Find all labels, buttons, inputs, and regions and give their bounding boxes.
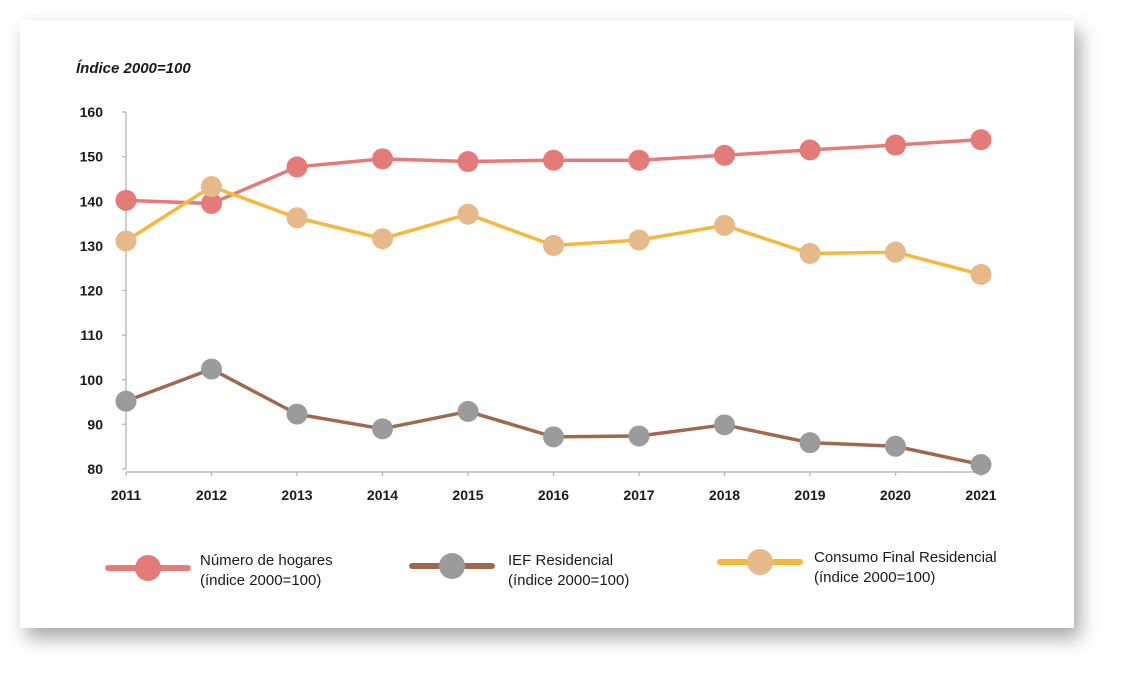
data-point-ief: [372, 418, 393, 440]
x-tick-label: 2021: [965, 487, 996, 503]
x-tick-label: 2012: [196, 487, 227, 503]
data-point-hogares: [628, 149, 650, 171]
data-point-ief: [970, 454, 992, 476]
data-point-consumo: [970, 263, 992, 285]
data-point-hogares: [201, 192, 222, 214]
data-point-ief: [201, 358, 222, 380]
data-point-ief: [714, 414, 735, 436]
x-tick-label: 2013: [281, 487, 312, 503]
y-tick-label: 160: [80, 104, 104, 120]
x-tick-label: 2016: [538, 487, 569, 503]
chart-card: [20, 20, 1074, 628]
data-point-hogares: [115, 189, 137, 211]
data-point-ief: [799, 432, 821, 454]
data-point-ief: [286, 403, 308, 425]
data-point-hogares: [970, 129, 992, 151]
legend-marker-consumo: [747, 549, 773, 575]
data-point-hogares: [714, 144, 735, 166]
data-point-ief: [115, 390, 137, 412]
data-point-consumo: [201, 176, 222, 198]
data-point-consumo: [115, 230, 137, 252]
x-tick-label: 2017: [623, 487, 654, 503]
legend-label-ief: IEF Residencial (índice 2000=100): [508, 552, 630, 589]
data-point-ief: [885, 435, 906, 457]
x-tick-label: 2019: [794, 487, 825, 503]
y-tick-label: 150: [80, 149, 104, 165]
data-point-hogares: [457, 151, 479, 173]
data-point-consumo: [628, 229, 650, 251]
y-tick-label: 90: [87, 416, 103, 432]
y-tick-label: 120: [80, 283, 104, 299]
legend-marker-hogares: [135, 555, 161, 581]
y-tick-label: 80: [87, 461, 103, 477]
data-point-consumo: [885, 241, 906, 263]
y-tick-label: 100: [80, 372, 104, 388]
legend-marker-ief: [439, 553, 465, 579]
y-axis-title: Índice 2000=100: [76, 60, 191, 77]
data-point-hogares: [543, 149, 564, 171]
data-point-hogares: [286, 156, 308, 178]
data-point-consumo: [372, 228, 393, 250]
y-tick-label: 110: [80, 327, 103, 343]
data-point-hogares: [372, 148, 393, 170]
data-point-consumo: [799, 242, 821, 264]
x-tick-label: 2015: [452, 487, 483, 503]
data-point-hogares: [799, 139, 821, 161]
series-line-ief: [125, 367, 982, 467]
data-point-consumo: [714, 214, 735, 236]
data-point-consumo: [286, 207, 308, 229]
legend-label-consumo: Consumo Final Residencial (índice 2000=1…: [814, 549, 997, 586]
data-point-consumo: [543, 234, 564, 256]
data-point-ief: [628, 425, 650, 447]
y-tick-label: 130: [80, 238, 104, 254]
x-tick-label: 2018: [709, 487, 740, 503]
y-tick-label: 140: [80, 193, 104, 209]
x-tick-label: 2020: [880, 487, 911, 503]
data-point-hogares: [885, 134, 906, 156]
data-point-consumo: [457, 203, 479, 225]
series-line-consumo: [125, 184, 982, 277]
x-tick-label: 2011: [111, 487, 142, 503]
data-point-ief: [543, 426, 564, 448]
data-point-ief: [457, 400, 479, 422]
series-line-hogares: [125, 137, 982, 206]
x-tick-label: 2014: [367, 487, 398, 503]
legend-label-hogares: Número de hogares (índice 2000=100): [200, 552, 333, 589]
